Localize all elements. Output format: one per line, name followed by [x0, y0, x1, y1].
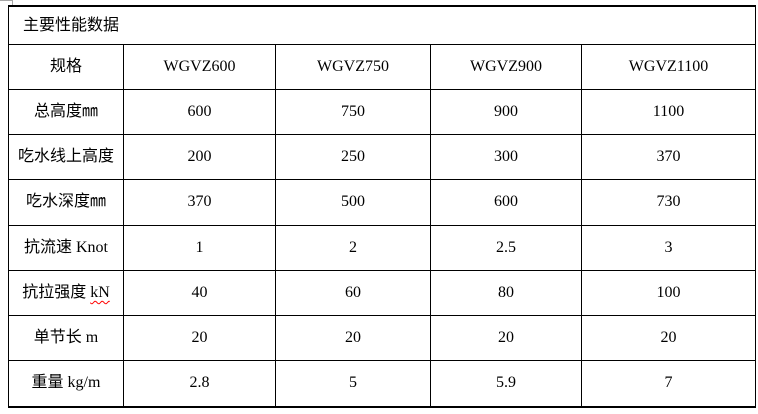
table-title-row: 主要性能数据	[8, 5, 756, 45]
row-label: 单节长 m	[8, 314, 124, 361]
row-label: 总高度㎜	[8, 89, 124, 136]
value-cell: 2	[275, 224, 431, 271]
column-header-model: WGVZ1100	[581, 43, 756, 91]
value-cell: 250	[275, 134, 431, 181]
value-cell: 100	[581, 269, 756, 316]
column-header-model: WGVZ600	[123, 43, 276, 91]
table-move-handle-mark	[0, 0, 13, 7]
value-cell: 20	[123, 314, 276, 361]
value-cell: 80	[430, 269, 582, 316]
table-row: 单节长 m 20 20 20 20	[8, 314, 756, 361]
value-cell: 5	[275, 359, 431, 408]
value-cell: 60	[275, 269, 431, 316]
table-header-row: 规格 WGVZ600 WGVZ750 WGVZ900 WGVZ1100	[8, 43, 756, 91]
spellchecked-unit-text: kN	[90, 283, 110, 301]
row-label: 抗拉强度 kN	[8, 269, 124, 316]
table-row: 抗流速 Knot 1 2 2.5 3	[8, 224, 756, 271]
value-cell: 730	[581, 179, 756, 226]
column-header-model: WGVZ900	[430, 43, 582, 91]
value-cell: 5.9	[430, 359, 582, 408]
value-cell: 2.8	[123, 359, 276, 408]
row-label: 抗流速 Knot	[8, 224, 124, 271]
row-label: 吃水深度㎜	[8, 179, 124, 226]
value-cell: 300	[430, 134, 582, 181]
value-cell: 2.5	[430, 224, 582, 271]
value-cell: 750	[275, 89, 431, 136]
table-row: 抗拉强度 kN 40 60 80 100	[8, 269, 756, 316]
value-cell: 20	[275, 314, 431, 361]
value-cell: 370	[123, 179, 276, 226]
table-row: 总高度㎜ 600 750 900 1100	[8, 89, 756, 136]
value-cell: 600	[430, 179, 582, 226]
value-cell: 370	[581, 134, 756, 181]
value-cell: 1100	[581, 89, 756, 136]
table-row: 吃水线上高度 200 250 300 370	[8, 134, 756, 181]
table-row: 吃水深度㎜ 370 500 600 730	[8, 179, 756, 226]
performance-data-table: 主要性能数据 规格 WGVZ600 WGVZ750 WGVZ900 WGVZ11…	[8, 5, 756, 408]
column-header-model: WGVZ750	[275, 43, 431, 91]
row-label: 吃水线上高度	[8, 134, 124, 181]
value-cell: 3	[581, 224, 756, 271]
value-cell: 20	[581, 314, 756, 361]
column-header-spec: 规格	[8, 43, 124, 91]
value-cell: 40	[123, 269, 276, 316]
row-label: 重量 kg/m	[8, 359, 124, 408]
table-row: 重量 kg/m 2.8 5 5.9 7	[8, 359, 756, 408]
value-cell: 1	[123, 224, 276, 271]
table-title: 主要性能数据	[8, 5, 756, 45]
value-cell: 20	[430, 314, 582, 361]
value-cell: 7	[581, 359, 756, 408]
value-cell: 600	[123, 89, 276, 136]
row-label-text: 抗拉强度	[22, 283, 91, 301]
value-cell: 500	[275, 179, 431, 226]
value-cell: 900	[430, 89, 582, 136]
value-cell: 200	[123, 134, 276, 181]
